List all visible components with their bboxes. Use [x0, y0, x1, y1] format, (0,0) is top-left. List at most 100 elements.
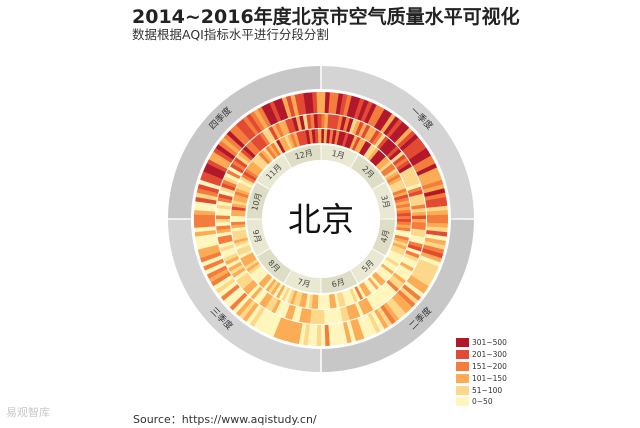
aqi-day-cell	[242, 145, 256, 159]
aqi-day-cell	[325, 294, 331, 309]
aqi-day-cell	[218, 237, 233, 245]
aqi-day-cell	[321, 129, 325, 144]
aqi-day-cell	[277, 98, 289, 120]
aqi-day-cell	[344, 133, 353, 148]
aqi-day-cell	[394, 194, 409, 201]
aqi-day-cell	[201, 170, 223, 183]
aqi-day-cell	[247, 284, 261, 298]
aqi-day-cell	[231, 266, 246, 278]
aqi-day-cell	[390, 247, 405, 256]
aqi-day-cell	[236, 184, 251, 194]
legend-item: 0~50	[456, 396, 507, 408]
aqi-day-cell	[377, 267, 390, 280]
aqi-day-cell	[261, 294, 273, 309]
aqi-day-cell	[292, 117, 300, 132]
aqi-day-cell	[326, 129, 331, 144]
aqi-day-cell	[220, 136, 241, 154]
aqi-day-cell	[217, 200, 232, 207]
aqi-day-cell	[328, 92, 335, 114]
aqi-day-cell	[255, 271, 269, 284]
aqi-day-cell	[344, 290, 352, 305]
aqi-day-cell	[396, 212, 411, 217]
aqi-day-cell	[195, 233, 217, 242]
year-ring	[215, 113, 427, 325]
aqi-day-cell	[380, 163, 395, 175]
aqi-day-cell	[290, 133, 298, 148]
aqi-day-cell	[204, 162, 226, 176]
aqi-day-cell	[305, 129, 311, 145]
aqi-day-cell	[390, 182, 405, 191]
center-area: 北京	[262, 160, 380, 278]
aqi-day-cell	[211, 151, 232, 166]
aqi-day-cell	[409, 193, 424, 201]
aqi-day-cell	[276, 139, 286, 154]
aqi-day-cell	[216, 224, 231, 230]
aqi-day-cell	[401, 284, 422, 302]
aqi-day-cell	[366, 296, 377, 311]
aqi-day-cell	[253, 288, 265, 302]
aqi-day-cell	[385, 300, 403, 320]
aqi-day-cell	[411, 215, 427, 220]
aqi-day-cell	[215, 277, 236, 294]
aqi-day-cell	[242, 279, 256, 292]
aqi-day-cell	[250, 286, 263, 300]
aqi-day-cell	[311, 129, 317, 144]
aqi-day-cell	[239, 252, 254, 262]
aqi-day-cell	[228, 261, 243, 272]
aqi-day-cell	[298, 292, 306, 308]
aqi-day-cell	[339, 93, 348, 116]
aqi-day-cell	[353, 98, 365, 120]
aqi-day-cell	[298, 307, 306, 323]
aqi-day-cell	[278, 137, 288, 152]
aqi-day-cell	[422, 183, 445, 194]
legend-label: 0~50	[472, 397, 493, 407]
aqi-day-cell	[410, 197, 425, 204]
aqi-day-cell	[405, 250, 420, 259]
aqi-day-cell	[260, 312, 275, 334]
aqi-day-cell	[274, 122, 285, 138]
aqi-day-cell	[333, 115, 340, 130]
aqi-day-cell	[220, 186, 235, 194]
aqi-day-cell	[371, 292, 383, 307]
aqi-day-cell	[359, 141, 370, 155]
month-segment	[284, 145, 321, 168]
aqi-day-cell	[299, 115, 306, 130]
aqi-day-cell	[406, 278, 427, 295]
aqi-day-cell	[232, 124, 251, 143]
aqi-day-cell	[361, 142, 372, 157]
aqi-day-cell	[242, 115, 260, 136]
aqi-day-cell	[257, 310, 272, 332]
aqi-day-cell	[246, 165, 260, 177]
aqi-day-cell	[363, 280, 374, 294]
aqi-day-cell	[408, 190, 423, 198]
aqi-day-cell	[364, 102, 378, 124]
aqi-day-cell	[250, 160, 263, 173]
aqi-day-cell	[287, 134, 296, 149]
aqi-day-cell	[363, 297, 374, 312]
aqi-day-cell	[379, 286, 392, 300]
aqi-day-cell	[213, 147, 234, 163]
aqi-day-cell	[241, 254, 256, 264]
aqi-day-cell	[408, 241, 423, 249]
aqi-day-cell	[382, 302, 400, 323]
aqi-day-cell	[216, 221, 231, 227]
aqi-day-cell	[412, 155, 434, 170]
aqi-day-cell	[332, 92, 340, 115]
year-ring	[193, 91, 449, 347]
aqi-day-cell	[265, 278, 277, 292]
aqi-day-cell	[383, 282, 397, 295]
aqi-day-cell	[196, 187, 219, 197]
aqi-day-cell	[423, 241, 446, 251]
aqi-day-cell	[371, 273, 384, 287]
aqi-day-cell	[231, 223, 246, 229]
aqi-day-cell	[302, 130, 309, 145]
aqi-day-cell	[410, 151, 432, 167]
aqi-day-cell	[409, 234, 425, 242]
aqi-day-cell	[221, 246, 236, 255]
aqi-day-cell	[389, 249, 404, 259]
aqi-day-cell	[244, 258, 258, 270]
aqi-day-cell	[285, 119, 294, 134]
aqi-day-cell	[200, 251, 222, 263]
aqi-day-cell	[377, 111, 393, 132]
aqi-day-cell	[317, 128, 322, 144]
